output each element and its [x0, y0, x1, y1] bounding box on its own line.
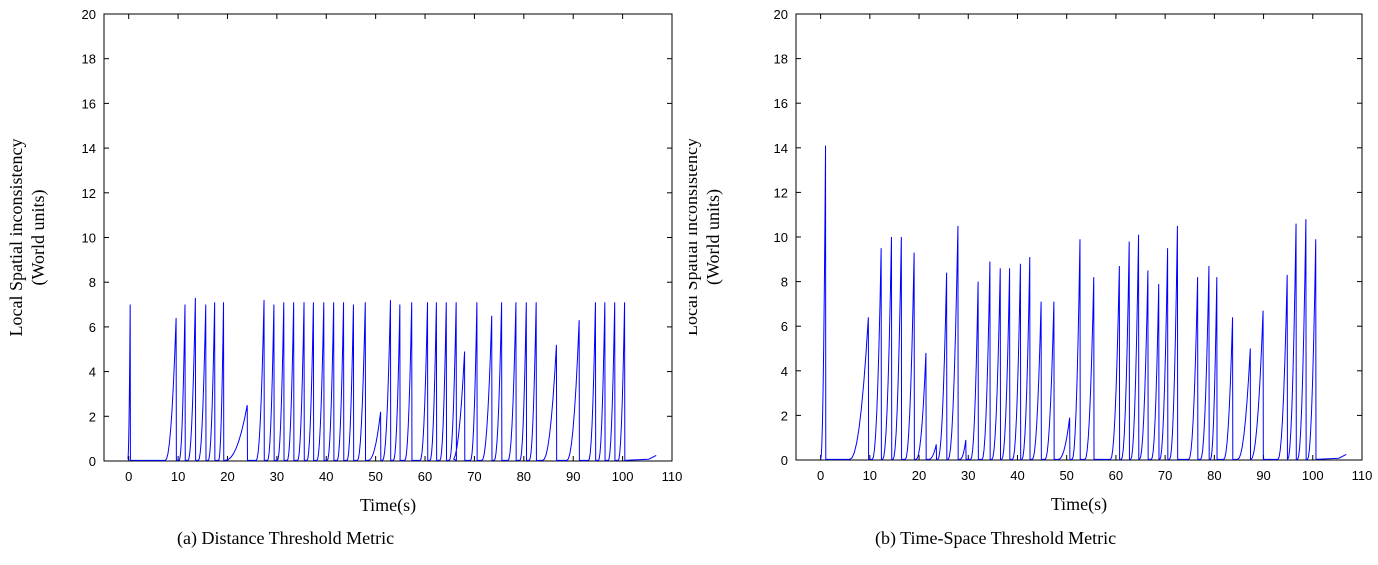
x-tick-label: 40 — [1010, 468, 1024, 483]
y-tick-label: 8 — [781, 275, 788, 290]
y-tick-label: 6 — [781, 319, 788, 334]
y-tick-label: 12 — [82, 186, 96, 201]
x-tick-label: 80 — [1207, 468, 1221, 483]
y-axis-label: Local Spatial inconsistency — [6, 139, 26, 337]
x-tick-label: 10 — [171, 469, 185, 484]
x-tick-label: 70 — [467, 469, 481, 484]
x-axis-label: Time(s) — [360, 495, 416, 516]
chart-svg: 0 10 20 30 40 50 60 70 80 90 100 110 0 2 4 6 8 10 12 14 16 18… — [6, 7, 683, 516]
y-tick-label: 10 — [774, 230, 788, 245]
x-tick-label: 20 — [220, 469, 234, 484]
x-tick-label: 90 — [1256, 468, 1270, 483]
chart-distance-threshold: 0 10 20 30 40 50 60 70 80 90 100 110 0 2 4 6 8 10 12 14 16 18… — [0, 0, 689, 520]
caption-b: (b) Time-Space Threshold Metric — [875, 528, 1117, 548]
y-tick-label: 12 — [774, 185, 788, 200]
y-tick-label: 0 — [89, 454, 96, 469]
y-tick-label: 2 — [89, 409, 96, 424]
series-line — [820, 145, 1347, 460]
y-tick-label: 18 — [82, 52, 96, 67]
y-tick-label: 18 — [774, 52, 788, 67]
x-tick-label: 30 — [270, 469, 284, 484]
y-tick-label: 16 — [82, 96, 96, 111]
y-tick-label: 6 — [89, 320, 96, 335]
y-tick-label: 8 — [89, 275, 96, 290]
caption-a: (a) Distance Threshold Metric — [177, 528, 395, 548]
y-axis-label: (World units) — [703, 189, 724, 285]
x-tick-label: 90 — [566, 469, 580, 484]
x-tick-label: 50 — [1059, 468, 1073, 483]
y-tick-label: 2 — [781, 408, 788, 423]
y-tick-label: 10 — [82, 231, 96, 246]
chart-svg: 0 10 20 30 40 50 60 70 80 90 100 110 0 2 4 6 8 10 12 14 16 18… — [689, 7, 1373, 515]
y-tick-label: 4 — [781, 364, 788, 379]
x-tick-label: 100 — [612, 469, 634, 484]
x-tick-label: 20 — [912, 468, 926, 483]
y-tick-label: 0 — [781, 453, 788, 468]
x-tick-label: 10 — [863, 468, 877, 483]
x-tick-label: 0 — [817, 468, 824, 483]
y-axis-label: (World units) — [28, 189, 49, 285]
x-tick-label: 0 — [125, 469, 132, 484]
x-tick-label: 80 — [517, 469, 531, 484]
x-tick-label: 30 — [961, 468, 975, 483]
series-line — [127, 297, 657, 462]
y-tick-label: 14 — [82, 141, 96, 156]
y-tick-label: 20 — [82, 7, 96, 22]
y-axis-label: Local Spatial inconsistency — [689, 138, 701, 336]
x-tick-label: 60 — [418, 469, 432, 484]
x-tick-label: 50 — [368, 469, 382, 484]
x-tick-label: 70 — [1158, 468, 1172, 483]
chart-time-space-threshold: 0 10 20 30 40 50 60 70 80 90 100 110 0 2 4 6 8 10 12 14 16 18… — [689, 0, 1378, 520]
y-tick-label: 4 — [89, 365, 96, 380]
y-tick-label: 14 — [774, 141, 788, 156]
x-tick-label: 100 — [1302, 468, 1324, 483]
x-tick-label: 40 — [319, 469, 333, 484]
x-tick-label: 110 — [662, 469, 683, 484]
y-tick-label: 20 — [774, 7, 788, 22]
x-tick-label: 110 — [1352, 468, 1373, 483]
x-tick-label: 60 — [1109, 468, 1123, 483]
y-tick-label: 16 — [774, 96, 788, 111]
x-axis-label: Time(s) — [1051, 494, 1107, 515]
